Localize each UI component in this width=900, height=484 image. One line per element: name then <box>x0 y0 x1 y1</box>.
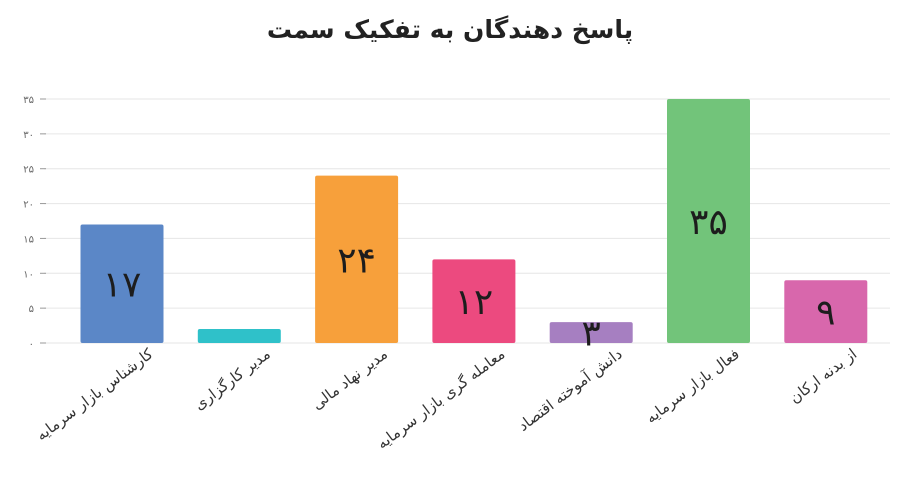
bar <box>784 280 868 343</box>
bar <box>80 224 164 343</box>
x-tick-label: مدیر نهاد مالی <box>308 345 391 413</box>
x-axis-labels: کارشناس بازار سرمایه مدیر کارگزاری مدیر نه… <box>33 344 861 452</box>
x-tick-label: فعال بازار سرمایه <box>642 345 743 427</box>
x-tick-label: مدیر کارگزاری <box>190 345 273 414</box>
data-label: ۳ <box>582 314 601 355</box>
y-tick-label: ۲۵ <box>23 165 34 176</box>
bar <box>315 175 399 343</box>
y-axis: ۰ ۵ ۱۰ ۱۵ ۲۰ ۲۵ ۳۰ ۳۵ <box>23 95 46 350</box>
y-tick-label: ۳۰ <box>23 130 34 141</box>
chart-title: پاسخ دهندگان به تفکیک سمت <box>267 15 633 45</box>
bar <box>549 322 633 343</box>
y-tick-label: ۰ <box>29 339 34 350</box>
y-tick-label: ۱۵ <box>23 234 34 245</box>
data-label: ۳۵ <box>689 202 728 243</box>
bars: ۱۷ ۲۴ ۱۲ ۳ ۳۵ ۹ <box>80 99 868 355</box>
x-tick-label: معامله گری بازار سرمایه <box>373 345 508 453</box>
x-tick-label: از بدنه ارکان <box>786 345 860 407</box>
data-label: ۹ <box>816 293 835 334</box>
x-tick-label: کارشناس بازار سرمایه <box>33 344 158 444</box>
bar <box>432 259 516 343</box>
data-label: ۱۷ <box>103 265 142 306</box>
bar <box>197 329 281 343</box>
data-label: ۲۴ <box>337 240 376 281</box>
y-tick-label: ۵ <box>29 304 34 315</box>
data-label: ۱۲ <box>455 282 494 323</box>
y-tick-label: ۲۰ <box>23 200 34 211</box>
x-tick-label: دانش آموخته اقتصاد <box>514 345 625 435</box>
y-tick-label: ۱۰ <box>23 269 34 280</box>
bar <box>667 99 750 343</box>
y-tick-label: ۳۵ <box>23 95 34 106</box>
